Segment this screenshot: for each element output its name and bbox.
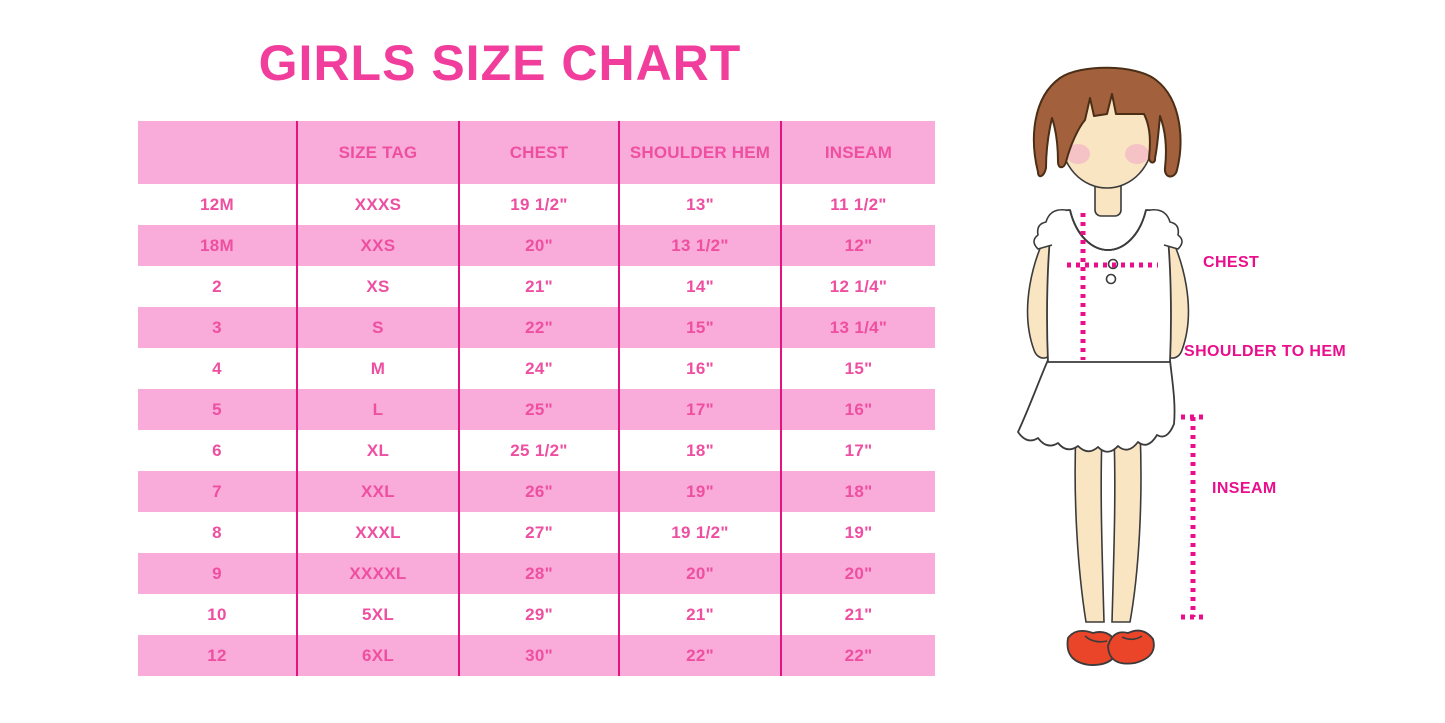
table-cell: 12 — [207, 645, 227, 665]
table-cell: 13 1/2" — [618, 225, 780, 266]
table-cell: 13" — [618, 184, 780, 225]
table-row: 18M XXS 20" 13 1/2" 12" — [138, 225, 935, 266]
table-cell: 5XL — [296, 594, 458, 635]
table-cell: 16" — [618, 348, 780, 389]
table-cell: 12" — [780, 225, 935, 266]
table-cell: XXXL — [296, 512, 458, 553]
table-row: 7 XXL 26" 19" 18" — [138, 471, 935, 512]
table-cell: 22" — [618, 635, 780, 676]
table-cell: XXXS — [296, 184, 458, 225]
table-cell: 3 — [212, 317, 222, 337]
table-row: 2 XS 21" 14" 12 1/4" — [138, 266, 935, 307]
table-cell: XS — [296, 266, 458, 307]
table-cell: 28" — [458, 553, 618, 594]
table-cell: 6XL — [296, 635, 458, 676]
table-cell: 18" — [780, 471, 935, 512]
table-header-cell — [138, 121, 296, 184]
table-cell: 11 1/2" — [780, 184, 935, 225]
table-cell: 19 1/2" — [458, 184, 618, 225]
table-cell: 16" — [780, 389, 935, 430]
table-row: 9 XXXXL 28" 20" 20" — [138, 553, 935, 594]
table-row: 5 L 25" 17" 16" — [138, 389, 935, 430]
table-cell: M — [296, 348, 458, 389]
table-cell: 20" — [618, 553, 780, 594]
table-cell: 4 — [212, 358, 222, 378]
table-cell: 7 — [212, 481, 222, 501]
table-cell: 15" — [618, 307, 780, 348]
table-cell: 5 — [212, 399, 222, 419]
table-cell: 20" — [780, 553, 935, 594]
table-cell: 27" — [458, 512, 618, 553]
table-cell: 19" — [618, 471, 780, 512]
table-cell: XXS — [296, 225, 458, 266]
table-cell: S — [296, 307, 458, 348]
table-cell: 10 — [207, 604, 227, 624]
table-cell: 2 — [212, 276, 222, 296]
table-header-cell: SIZE TAG — [296, 121, 458, 184]
table-header-cell: SHOULDER HEM — [618, 121, 780, 184]
table-cell: 20" — [458, 225, 618, 266]
table-cell: 26" — [458, 471, 618, 512]
table-cell: 19 1/2" — [618, 512, 780, 553]
table-cell: XXL — [296, 471, 458, 512]
table-row: 12 6XL 30" 22" 22" — [138, 635, 935, 676]
table-cell: XL — [296, 430, 458, 471]
table-cell: 21" — [618, 594, 780, 635]
page-title: GIRLS SIZE CHART — [258, 35, 742, 91]
table-row: 4 M 24" 16" 15" — [138, 348, 935, 389]
table-row: 10 5XL 29" 21" 21" — [138, 594, 935, 635]
table-row: 3 S 22" 15" 13 1/4" — [138, 307, 935, 348]
table-cell: 25" — [458, 389, 618, 430]
table-header-row: SIZE TAG CHEST SHOULDER HEM INSEAM — [138, 121, 935, 184]
table-cell: 21" — [458, 266, 618, 307]
table-cell: L — [296, 389, 458, 430]
table-cell: 17" — [618, 389, 780, 430]
inseam-label: INSEAM — [1212, 480, 1277, 497]
table-cell: 21" — [780, 594, 935, 635]
table-cell: 13 1/4" — [780, 307, 935, 348]
table-cell: 12M — [200, 194, 234, 214]
table-cell: 14" — [618, 266, 780, 307]
table-row: 8 XXXL 27" 19 1/2" 19" — [138, 512, 935, 553]
table-cell: 29" — [458, 594, 618, 635]
table-cell: 24" — [458, 348, 618, 389]
shoulder-to-hem-label: SHOULDER TO HEM — [1184, 343, 1347, 360]
table-cell: 19" — [780, 512, 935, 553]
table-cell: 18M — [200, 235, 234, 255]
table-cell: 30" — [458, 635, 618, 676]
table-cell: 22" — [458, 307, 618, 348]
measurement-figure: CHEST SHOULDER TO HEM INSEAM — [990, 50, 1445, 710]
table-cell: 6 — [212, 440, 222, 460]
chest-label: CHEST — [1203, 254, 1260, 271]
table-cell: 25 1/2" — [458, 430, 618, 471]
table-cell: 15" — [780, 348, 935, 389]
table-cell: 9 — [212, 563, 222, 583]
table-cell: 12 1/4" — [780, 266, 935, 307]
table-row: 6 XL 25 1/2" 18" 17" — [138, 430, 935, 471]
size-table: SIZE TAG CHEST SHOULDER HEM INSEAM 12M X… — [138, 121, 935, 676]
table-cell: 8 — [212, 522, 222, 542]
girl-illustration — [1017, 66, 1207, 666]
table-cell: 17" — [780, 430, 935, 471]
table-row: 12M XXXS 19 1/2" 13" 11 1/2" — [138, 184, 935, 225]
table-header-cell: INSEAM — [780, 121, 935, 184]
table-cell: 22" — [780, 635, 935, 676]
table-cell: XXXXL — [296, 553, 458, 594]
table-header-cell: CHEST — [458, 121, 618, 184]
table-cell: 18" — [618, 430, 780, 471]
